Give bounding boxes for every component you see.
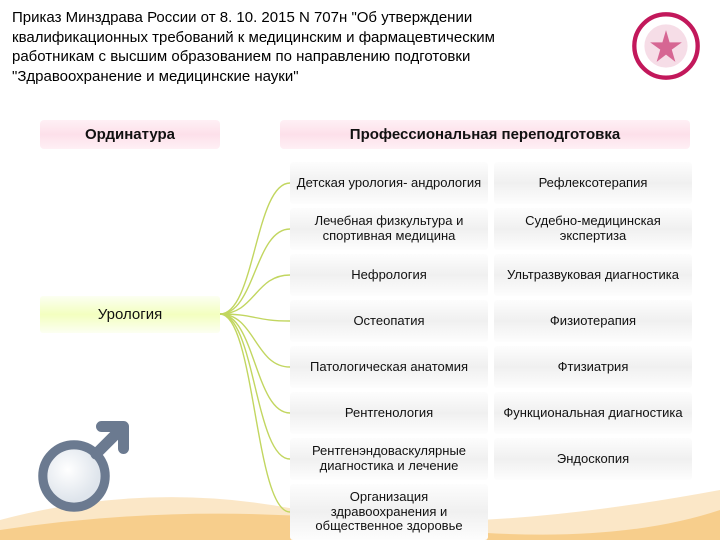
page-title: Приказ Минздрава России от 8. 10. 2015 N… xyxy=(12,8,552,86)
retraining-cell-right-3: Физиотерапия xyxy=(494,300,692,342)
retraining-cell-left-0: Детская урология- андрология xyxy=(290,162,488,204)
retraining-cell-right-1: Судебно-медицинская экспертиза xyxy=(494,208,692,250)
retraining-cell-right-2: Ультразвуковая диагностика xyxy=(494,254,692,296)
retraining-cell-left-1: Лечебная физкультура и спортивная медици… xyxy=(290,208,488,250)
retraining-cell-right-0: Рефлексотерапия xyxy=(494,162,692,204)
retraining-cell-left-5: Рентгенология xyxy=(290,392,488,434)
retraining-cell-right-6: Эндоскопия xyxy=(494,438,692,480)
retraining-cell-left-2: Нефрология xyxy=(290,254,488,296)
male-symbol-icon xyxy=(30,410,140,520)
column-header-retraining: Профессиональная переподготовка xyxy=(280,120,690,149)
retraining-cell-right-5: Функциональная диагностика xyxy=(494,392,692,434)
ministry-logo xyxy=(630,10,702,82)
retraining-cell-left-3: Остеопатия xyxy=(290,300,488,342)
retraining-cell-right-4: Фтизиатрия xyxy=(494,346,692,388)
column-header-ordinatura: Ординатура xyxy=(40,120,220,149)
retraining-cell-extra: Организация здравоохранения и общественн… xyxy=(290,484,488,540)
retraining-cell-left-4: Патологическая анатомия xyxy=(290,346,488,388)
root-node-urology: Урология xyxy=(40,296,220,333)
retraining-cell-left-6: Рентгенэндоваскулярные диагностика и леч… xyxy=(290,438,488,480)
